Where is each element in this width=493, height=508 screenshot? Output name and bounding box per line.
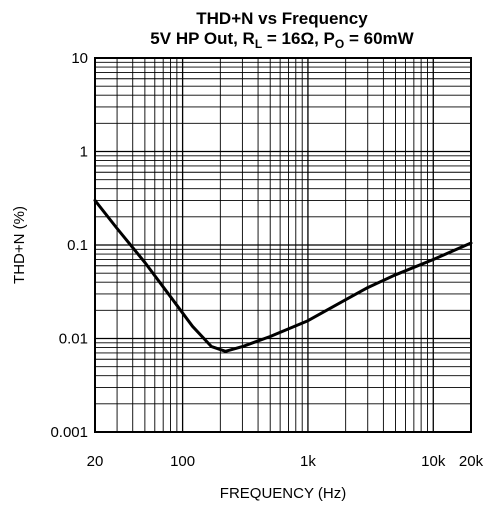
subtitle-prefix: 5V HP Out, R xyxy=(150,29,255,48)
y-axis-label: THD+N (%) xyxy=(11,206,28,284)
chart-title: THD+N vs Frequency xyxy=(196,9,368,28)
subtitle-po-subscript: O xyxy=(335,37,344,51)
x-axis-label: FREQUENCY (Hz) xyxy=(220,485,346,502)
x-tick-label: 100 xyxy=(170,453,195,470)
y-tick-label: 0.001 xyxy=(50,424,88,441)
y-tick-labels: 10 1 0.1 0.01 0.001 xyxy=(50,50,88,441)
x-tick-label: 10k xyxy=(421,453,446,470)
subtitle-mid: = 16Ω, P xyxy=(262,29,335,48)
y-tick-label: 0.1 xyxy=(67,237,88,254)
subtitle-rl-subscript: L xyxy=(255,37,262,51)
plot-frame xyxy=(94,57,472,433)
x-tick-label: 20 xyxy=(87,453,104,470)
subtitle-suffix: = 60mW xyxy=(344,29,414,48)
y-tick-label: 10 xyxy=(71,50,88,67)
series-line xyxy=(93,198,473,353)
y-tick-label: 0.01 xyxy=(59,331,88,348)
y-tick-label: 1 xyxy=(80,144,88,161)
chart-subtitle: 5V HP Out, RL = 16Ω, PO = 60mW xyxy=(150,29,414,51)
x-tick-labels: 20 100 1k 10k 20k xyxy=(87,453,484,470)
x-tick-label: 1k xyxy=(300,453,316,470)
data-series xyxy=(93,198,473,353)
grid xyxy=(95,58,471,432)
x-tick-label: 20k xyxy=(459,453,484,470)
